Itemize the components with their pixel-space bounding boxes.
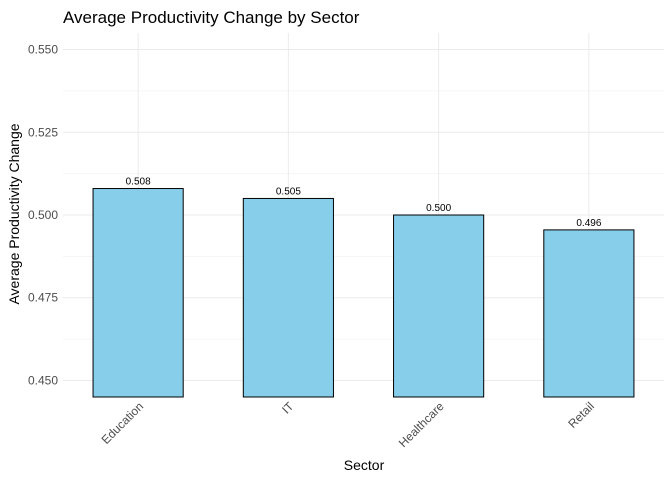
data-label: 0.500 [426,203,451,214]
x-tick-label: Education [99,399,147,447]
x-tick-label: Retail [565,399,597,431]
data-labels-layer: 0.508 0.505 0.500 0.496 [126,177,602,229]
bars-layer [92,188,635,398]
bar-education [92,188,184,398]
bar-it [242,197,334,398]
x-axis-ticks: Education IT Healthcare Retail [99,399,597,450]
y-tick-label: 0.475 [28,291,58,305]
data-label: 0.508 [126,177,151,188]
y-tick-label: 0.525 [28,125,58,139]
y-tick-label: 0.450 [28,373,58,387]
x-tick-label: Healthcare [396,399,447,450]
chart-title: Average Productivity Change by Sector [63,8,360,27]
bar-retail [543,229,635,398]
y-tick-label: 0.550 [28,43,58,57]
data-label: 0.496 [576,218,601,229]
y-axis-ticks: 0.450 0.475 0.500 0.525 0.550 [28,43,58,388]
x-tick-label: IT [279,399,297,417]
data-label: 0.505 [276,186,301,197]
y-axis-title: Average Productivity Change [6,123,22,304]
x-axis-title: Sector [344,457,385,473]
y-tick-label: 0.500 [28,208,58,222]
bar-healthcare [393,214,485,398]
